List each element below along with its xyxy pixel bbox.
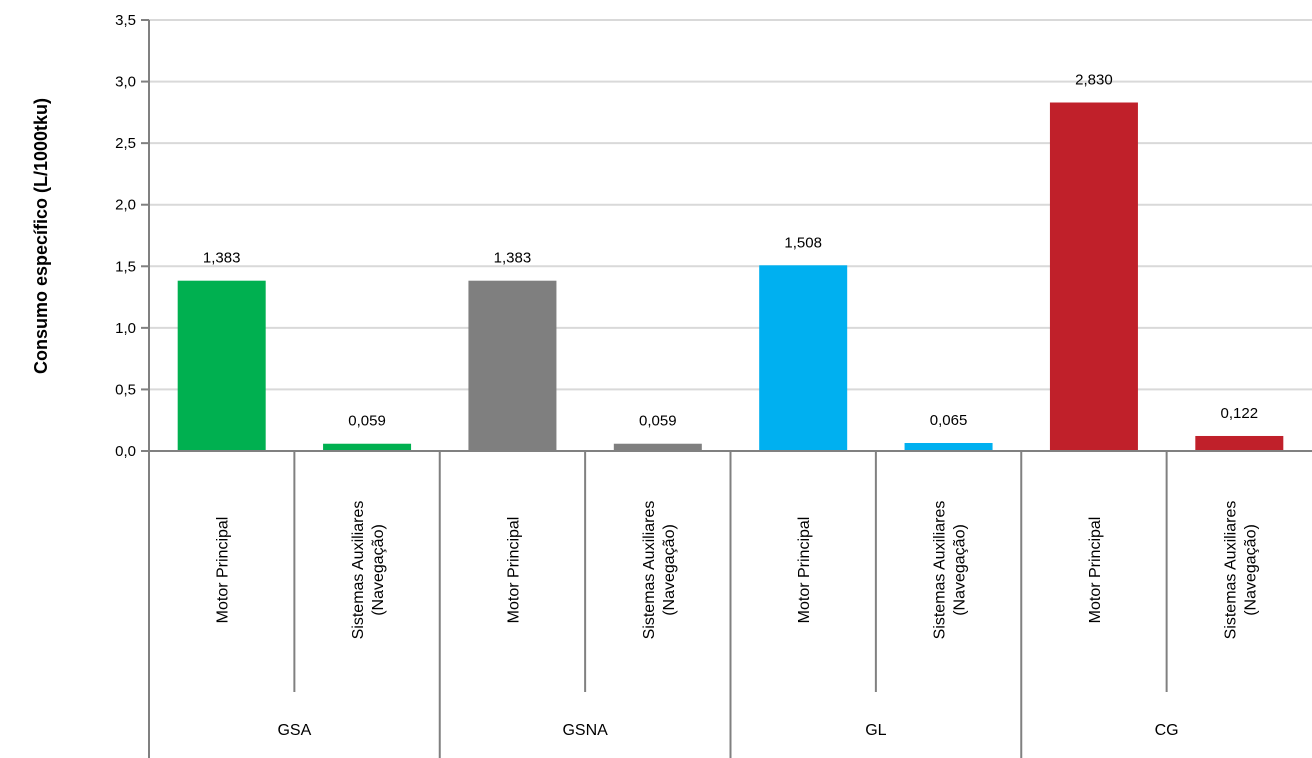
bar (759, 265, 848, 451)
category-label-line: (Navegação) (370, 524, 387, 616)
bar (613, 443, 702, 451)
bar (177, 280, 266, 451)
data-label: 2,830 (1075, 72, 1113, 89)
category-label-line: Motor Principal (796, 517, 813, 624)
data-label: 0,065 (930, 412, 968, 429)
data-label: 0,059 (639, 413, 677, 430)
category-label-line: Motor Principal (215, 517, 232, 624)
category-label-line: Sistemas Auxiliares (641, 501, 658, 640)
category-label: Motor Principal (796, 517, 813, 624)
data-label: 0,059 (348, 413, 386, 430)
axes (141, 19, 1312, 758)
bar (1195, 435, 1284, 451)
labels: 0,0 0,5 1,0 1,5 2,0 2,5 3,0 3,5 1,383 Motor Princ… (115, 12, 1259, 739)
y-tick-label: 0,0 (115, 443, 136, 460)
y-tick-label: 2,0 (115, 197, 136, 214)
category-label: Sistemas Auxiliares (Navegação) (1222, 501, 1259, 640)
data-label: 1,508 (784, 234, 822, 251)
category-label-line: (Navegação) (661, 524, 678, 616)
category-label-line: Sistemas Auxiliares (932, 501, 949, 640)
group-label: GSA (277, 722, 311, 739)
bars (177, 102, 1284, 452)
y-tick-label: 2,5 (115, 135, 136, 152)
category-label-line: (Navegação) (952, 524, 969, 616)
data-label: 1,383 (203, 250, 241, 267)
category-label-line: (Navegação) (1242, 524, 1259, 616)
y-tick-label: 0,5 (115, 381, 136, 398)
category-label: Sistemas Auxiliares (Navegação) (641, 501, 678, 640)
y-tick-label: 1,5 (115, 258, 136, 275)
category-label: Motor Principal (215, 517, 232, 624)
data-label: 0,122 (1221, 405, 1259, 422)
y-axis-title: Consumo específico (L/1000tku) (31, 98, 51, 374)
gridlines (149, 19, 1312, 391)
category-label: Sistemas Auxiliares (Navegação) (932, 501, 969, 640)
bar (1049, 102, 1138, 452)
category-label: Sistemas Auxiliares (Navegação) (350, 501, 387, 640)
category-label: Motor Principal (505, 517, 522, 624)
y-tick-label: 3,0 (115, 74, 136, 91)
category-label-line: Motor Principal (505, 517, 522, 624)
category-label: Motor Principal (1087, 517, 1104, 624)
bar (904, 442, 993, 451)
category-label-line: Motor Principal (1087, 517, 1104, 624)
bar (323, 443, 412, 451)
data-label: 1,383 (494, 250, 532, 267)
bar (468, 280, 557, 451)
group-label: CG (1155, 722, 1179, 739)
group-label: GL (865, 722, 886, 739)
y-tick-label: 1,0 (115, 320, 136, 337)
category-label-line: Sistemas Auxiliares (350, 501, 367, 640)
category-label-line: Sistemas Auxiliares (1222, 501, 1239, 640)
y-tick-label: 3,5 (115, 12, 136, 29)
group-label: GSNA (562, 722, 608, 739)
